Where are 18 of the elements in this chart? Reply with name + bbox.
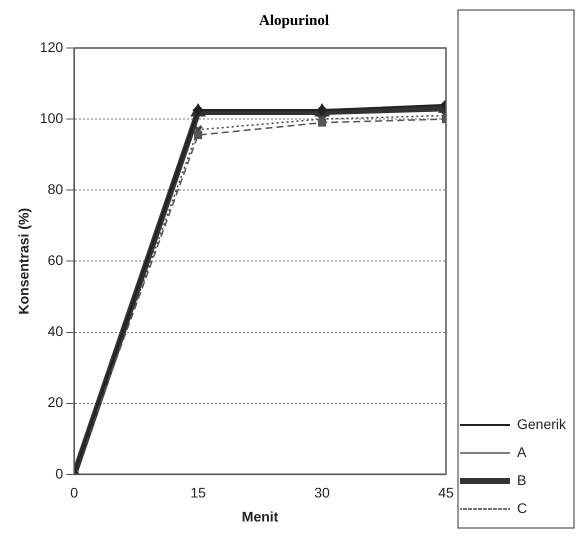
x-axis-title: Menit	[242, 508, 279, 524]
x-tick-label: 45	[438, 484, 454, 501]
x-tick-label: 30	[314, 484, 330, 501]
legend-label: A	[516, 444, 527, 460]
y-tick-label: 80	[48, 180, 64, 197]
y-tick-label: 20	[48, 394, 64, 410]
x-tick-label: 15	[190, 484, 206, 501]
legend-label: Generik	[516, 416, 567, 432]
y-tick-label: 40	[48, 323, 64, 340]
y-tick-label: 100	[40, 110, 64, 126]
y-tick-label: 60	[48, 252, 64, 268]
chart-title: Alopurinol	[258, 12, 330, 29]
y-axis-title: Konsentrasi (%)	[15, 208, 32, 314]
legend-label: B	[516, 472, 526, 488]
y-tick-label: 0	[55, 465, 64, 482]
legend-label: C	[516, 500, 528, 516]
y-tick-label: 120	[40, 38, 64, 55]
x-tick-label: 0	[70, 484, 78, 501]
